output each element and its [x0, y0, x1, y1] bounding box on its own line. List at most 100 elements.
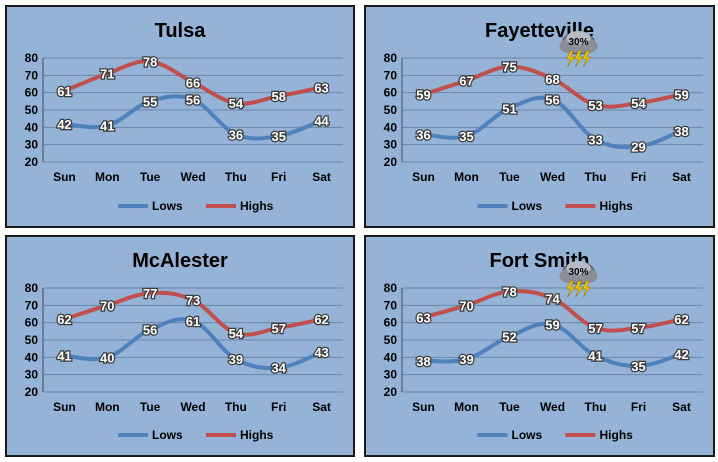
data-label-highs: 57 — [271, 321, 285, 336]
data-label-lows: 41 — [588, 349, 602, 364]
data-label-lows: 38 — [416, 354, 430, 369]
x-tick-label: Sun — [412, 400, 435, 414]
chart-panel-fort-smith: Fort Smith 20 30 40 50 60 70 80 Sun Mon Tue Wed Thu F… — [364, 235, 715, 457]
legend-label-highs: Highs — [600, 199, 634, 213]
legend-label-lows: Lows — [512, 199, 543, 213]
data-label-highs: 59 — [416, 87, 430, 102]
x-tick-label: Mon — [95, 400, 120, 414]
y-tick-label: 50 — [384, 103, 398, 117]
data-label-lows: 52 — [502, 330, 516, 345]
x-tick-label: Sun — [53, 400, 76, 414]
data-label-highs: 54 — [229, 96, 244, 111]
y-tick-label: 60 — [25, 316, 39, 330]
chart-svg: McAlester 20 30 40 50 60 70 80 Sun Mon Tue Wed Thu Fr… — [25, 250, 343, 442]
series-line-highs — [62, 290, 324, 337]
x-tick-label: Thu — [585, 400, 607, 414]
data-label-lows: 36 — [229, 127, 243, 142]
data-label-lows: 51 — [502, 101, 516, 116]
data-label-lows: 42 — [57, 117, 71, 132]
data-label-highs: 77 — [143, 286, 157, 301]
y-tick-label: 40 — [25, 120, 39, 134]
data-label-lows: 41 — [100, 119, 114, 134]
series-line-lows — [421, 321, 684, 369]
data-label-highs: 73 — [186, 293, 200, 308]
data-label-lows: 29 — [631, 139, 645, 154]
x-tick-label: Thu — [585, 170, 607, 184]
y-tick-label: 70 — [384, 298, 398, 312]
y-tick-label: 80 — [25, 281, 39, 295]
x-tick-label: Tue — [140, 400, 161, 414]
x-tick-label: Mon — [454, 170, 479, 184]
data-label-highs: 62 — [57, 312, 71, 327]
legend: Lows Highs — [118, 199, 274, 213]
series-line-lows — [421, 95, 684, 150]
x-tick-label: Wed — [540, 170, 565, 184]
x-tick-label: Fri — [271, 400, 286, 414]
data-label-highs: 54 — [631, 96, 646, 111]
x-tick-label: Mon — [454, 400, 479, 414]
x-tick-label: Wed — [540, 400, 565, 414]
x-tick-label: Tue — [499, 400, 520, 414]
y-tick-label: 60 — [384, 316, 398, 330]
chart-panel-fayetteville: Fayetteville 20 30 40 50 60 70 80 Sun Mon Tue Wed Th… — [364, 5, 715, 228]
y-tick-label: 30 — [25, 138, 39, 152]
legend: Lows Highs — [118, 428, 274, 442]
data-label-lows: 56 — [186, 93, 200, 108]
x-tick-label: Sat — [672, 170, 691, 184]
legend-label-lows: Lows — [152, 428, 183, 442]
data-label-highs: 57 — [631, 321, 645, 336]
x-tick-label: Mon — [95, 170, 120, 184]
data-label-lows: 43 — [314, 345, 328, 360]
data-label-lows: 39 — [229, 352, 243, 367]
x-tick-label: Sat — [672, 400, 691, 414]
data-label-lows: 34 — [271, 361, 286, 376]
chart-title: Fort Smith — [490, 250, 590, 272]
x-tick-label: Sun — [53, 170, 76, 184]
y-tick-label: 50 — [25, 333, 39, 347]
data-label-highs: 63 — [416, 310, 430, 325]
data-label-highs: 68 — [545, 72, 559, 87]
chart-title: McAlester — [132, 250, 228, 272]
x-tick-label: Fri — [631, 400, 646, 414]
chart-svg: Tulsa 20 30 40 50 60 70 80 Sun Mon Tue Wed Thu Fri Sat… — [25, 20, 343, 213]
y-tick-label: 60 — [384, 86, 398, 100]
series-line-highs — [421, 289, 684, 333]
chart-title: Tulsa — [155, 20, 207, 42]
data-label-highs: 66 — [186, 75, 200, 90]
data-label-lows: 44 — [314, 113, 329, 128]
data-label-highs: 57 — [588, 321, 602, 336]
data-label-lows: 56 — [545, 93, 559, 108]
data-label-lows: 55 — [143, 94, 157, 109]
x-tick-label: Wed — [180, 400, 205, 414]
series-line-lows — [62, 94, 324, 141]
y-tick-label: 20 — [384, 155, 398, 169]
y-tick-label: 80 — [384, 51, 398, 65]
data-label-highs: 53 — [588, 98, 602, 113]
y-tick-label: 70 — [384, 68, 398, 82]
y-tick-label: 20 — [25, 385, 39, 399]
data-label-lows: 35 — [459, 129, 473, 144]
data-label-lows: 38 — [674, 124, 688, 139]
x-tick-label: Thu — [225, 170, 247, 184]
series-line-highs — [421, 64, 684, 109]
legend-label-lows: Lows — [152, 199, 183, 213]
y-tick-label: 60 — [25, 86, 39, 100]
data-label-highs: 78 — [502, 284, 516, 299]
legend-label-highs: Highs — [600, 428, 634, 442]
precip-chance-label: 30% — [568, 267, 588, 278]
precip-chance-label: 30% — [568, 37, 588, 48]
x-tick-label: Sun — [412, 170, 435, 184]
y-tick-label: 70 — [25, 68, 39, 82]
data-label-highs: 71 — [100, 67, 114, 82]
data-label-highs: 58 — [271, 89, 285, 104]
chart-svg: Fort Smith 20 30 40 50 60 70 80 Sun Mon Tue Wed Thu F… — [384, 250, 703, 442]
legend: Lows Highs — [477, 428, 634, 442]
data-label-highs: 74 — [545, 291, 560, 306]
legend-label-highs: Highs — [240, 199, 274, 213]
x-tick-label: Sat — [312, 400, 331, 414]
y-tick-label: 20 — [25, 155, 39, 169]
y-tick-label: 30 — [384, 138, 398, 152]
x-tick-label: Fri — [631, 170, 646, 184]
